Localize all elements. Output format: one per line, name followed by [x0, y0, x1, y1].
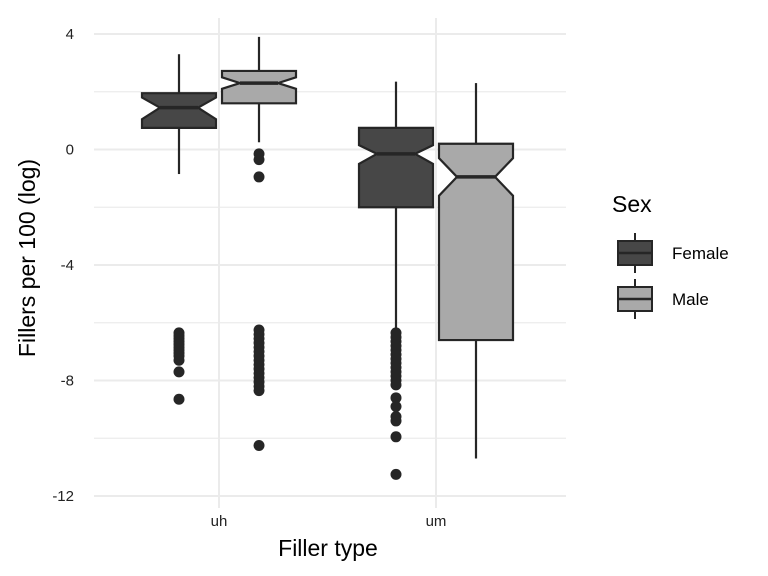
grid-lines: [94, 18, 566, 508]
y-tick-label: 4: [66, 26, 74, 43]
box-male-um: [437, 83, 515, 459]
notched-box: [437, 142, 515, 342]
box-male-uh: [220, 36, 298, 451]
outlier-point: [390, 392, 402, 404]
outlier-point: [390, 400, 402, 412]
y-tick-label: -8: [61, 373, 74, 390]
x-axis-title: Filler type: [278, 535, 378, 561]
x-tick-label: um: [426, 513, 447, 530]
outlier-point: [390, 468, 402, 480]
y-tick-label: 0: [66, 142, 74, 159]
box-female-um: [357, 81, 435, 480]
y-tick-label: -4: [61, 257, 74, 274]
x-tick-labels: uh um: [211, 513, 447, 530]
y-tick-label: -12: [52, 488, 74, 505]
legend-label-male: Male: [672, 290, 709, 309]
legend-title: Sex: [612, 191, 652, 217]
notched-box: [220, 69, 298, 105]
y-tick-labels: 4 0 -4 -8 -12: [52, 26, 74, 505]
outlier-point: [173, 354, 185, 366]
boxes: [140, 36, 515, 480]
outlier-point: [390, 379, 402, 391]
legend: Sex Female Male: [612, 191, 729, 319]
y-axis-title: Fillers per 100 (log): [14, 159, 40, 357]
legend-label-female: Female: [672, 244, 729, 263]
outlier-point: [173, 393, 185, 405]
box-female-uh: [140, 54, 218, 405]
outlier-point: [253, 154, 265, 166]
outlier-point: [253, 385, 265, 397]
x-tick-label: uh: [211, 513, 228, 530]
outlier-point: [253, 171, 265, 183]
notched-box: [140, 92, 218, 129]
outlier-point: [253, 439, 265, 451]
outlier-point: [390, 415, 402, 427]
outlier-point: [173, 366, 185, 378]
notched-box: [357, 126, 435, 209]
outlier-point: [390, 431, 402, 443]
